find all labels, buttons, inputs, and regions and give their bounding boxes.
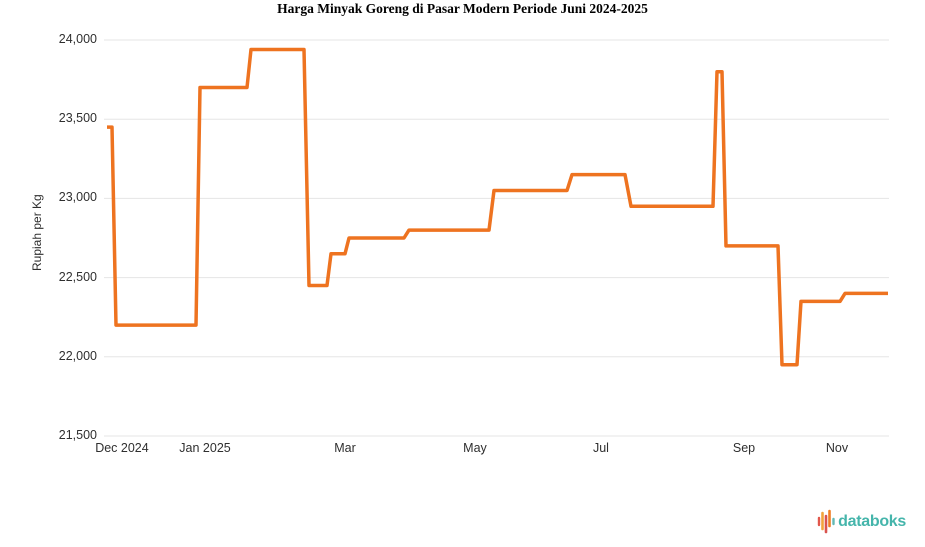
x-tick-label: Dec 2024	[95, 441, 149, 455]
chart-title: Harga Minyak Goreng di Pasar Modern Peri…	[277, 1, 648, 16]
x-tick-label: Jul	[592, 441, 609, 455]
y-tick-label: 23,500	[58, 111, 97, 126]
x-tick-label: Jan 2025	[179, 441, 231, 455]
databoks-bars-icon	[817, 509, 835, 534]
x-tick-label: Sep	[732, 441, 756, 455]
series-line	[107, 47, 888, 367]
x-tick-label: May	[463, 441, 487, 455]
y-tick-label: 22,000	[58, 348, 97, 363]
x-tick-label: Nov	[825, 441, 849, 455]
y-tick-label: 21,500	[58, 428, 97, 442]
databoks-logo[interactable]: databoks	[817, 509, 906, 535]
y-tick-label: 23,000	[58, 190, 97, 205]
y-tick-label: 24,000	[58, 32, 97, 46]
y-tick-label: 22,500	[58, 269, 97, 284]
databoks-wordmark: databoks	[838, 513, 906, 530]
x-tick-label: Mar	[334, 441, 356, 455]
